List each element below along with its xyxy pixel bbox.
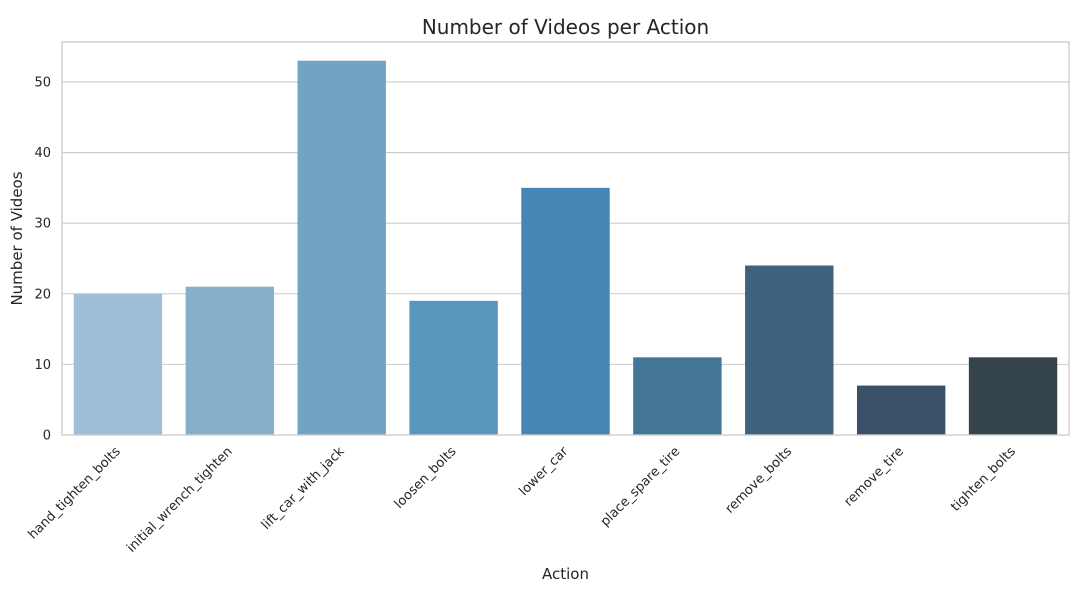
y-tick-label: 30 [34,217,51,232]
bar-place-spare-tire [633,357,722,435]
x-tick-label: lower_car [517,444,572,499]
y-tick-label: 50 [34,75,51,90]
y-axis-label: Number of Videos [8,171,26,305]
bar-lower-car [521,187,610,435]
x-tick-label: tighten_bolts [948,444,1019,515]
x-tick-label: remove_bolts [723,444,796,517]
bar-initial-wrench-tighten [185,286,275,435]
bar-loosen-bolts [409,300,498,435]
x-tick-label: place_spare_tire [598,444,683,529]
bar-layer [73,60,1058,435]
x-axis-label: Action [542,565,589,583]
bar-tighten-bolts [968,357,1058,435]
y-tick-label: 0 [43,429,51,444]
bar-lift-car-with-jack [297,60,386,435]
x-tick-label: remove_tire [841,444,907,510]
chart-title: Number of Videos per Action [422,15,709,39]
y-tick-label: 10 [34,358,51,373]
x-tick-labels: hand_tighten_bolts initial_wrench_tighten… [26,444,1019,556]
y-tick-label: 40 [34,146,51,161]
y-tick-labels: 0 10 20 30 40 50 [34,75,51,443]
x-tick-label: loosen_bolts [392,444,460,512]
y-tick-label: 20 [34,287,51,302]
x-tick-label: hand_tighten_bolts [26,444,124,542]
bar-remove-tire [856,385,946,435]
plot-frame [61,41,1070,436]
bar-remove-bolts [745,265,834,435]
x-tick-label: lift_car_with_jack [259,444,348,533]
x-tick-label: initial_wrench_tighten [124,444,235,555]
bar-hand-tighten-bolts [73,293,163,435]
